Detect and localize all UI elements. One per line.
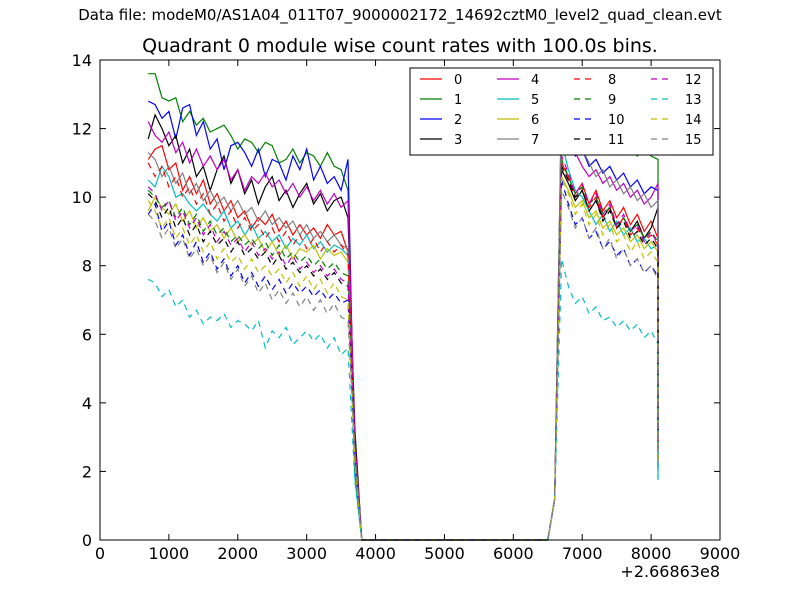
y-tick-label: 10	[72, 188, 92, 207]
x-tick-label: 8000	[631, 544, 672, 563]
legend-label: 7	[531, 133, 539, 148]
y-tick-label: 0	[82, 531, 92, 550]
legend-label: 12	[685, 73, 702, 88]
series-line-3	[147, 113, 659, 541]
x-tick-label: 0	[95, 544, 105, 563]
x-tick-label: 2000	[217, 544, 258, 563]
legend-label: 10	[608, 113, 625, 128]
series-line-10	[147, 179, 659, 541]
legend-label: 8	[608, 73, 616, 88]
legend-label: 14	[685, 113, 702, 128]
y-tick-label: 14	[72, 51, 92, 70]
x-tick-label: 7000	[562, 544, 603, 563]
series-line-6	[147, 176, 659, 541]
series-line-9	[147, 159, 659, 541]
ticks-layer: 0 1000 2000 3000 4000 5000 6000 7000 8000 9000 0 2 4…	[72, 51, 741, 563]
series-line-0	[147, 144, 659, 541]
x-tick-label: 3000	[286, 544, 327, 563]
series-line-7	[147, 96, 659, 541]
series-line-15	[147, 190, 659, 541]
legend-label: 1	[454, 93, 462, 108]
y-tick-label: 4	[82, 394, 92, 413]
chart-title: Quadrant 0 module wise count rates with …	[142, 35, 658, 57]
legend-label: 13	[685, 93, 702, 108]
legend-label: 9	[608, 93, 616, 108]
y-tick-label: 2	[82, 462, 92, 481]
y-tick-label: 8	[82, 257, 92, 276]
x-tick-label: 9000	[700, 544, 741, 563]
series-line-11	[147, 166, 659, 541]
x-tick-label: 1000	[149, 544, 190, 563]
legend-label: 6	[531, 113, 539, 128]
series-line-13	[147, 258, 659, 541]
legend-label: 15	[685, 133, 702, 148]
legend-label: 5	[531, 93, 539, 108]
series-line-14	[147, 176, 659, 541]
legend-box	[409, 67, 714, 156]
x-offset-label: +2.66863e8	[620, 562, 720, 581]
plot-frame	[99, 59, 721, 541]
legend-label: 3	[454, 133, 462, 148]
y-tick-label: 6	[82, 325, 92, 344]
legend-label: 0	[454, 73, 462, 88]
suptitle: Data file: modeM0/AS1A04_011T07_90000021…	[78, 6, 722, 24]
x-tick-label: 5000	[424, 544, 465, 563]
legend-label: 4	[531, 73, 539, 88]
x-tick-label: 6000	[493, 544, 534, 563]
legend-label: 11	[608, 133, 625, 148]
legend-label: 2	[454, 113, 462, 128]
series-line-12	[147, 155, 659, 541]
y-tick-label: 12	[72, 120, 92, 139]
series-line-2	[147, 100, 659, 541]
series-line-4	[147, 107, 659, 541]
x-tick-label: 4000	[355, 544, 396, 563]
